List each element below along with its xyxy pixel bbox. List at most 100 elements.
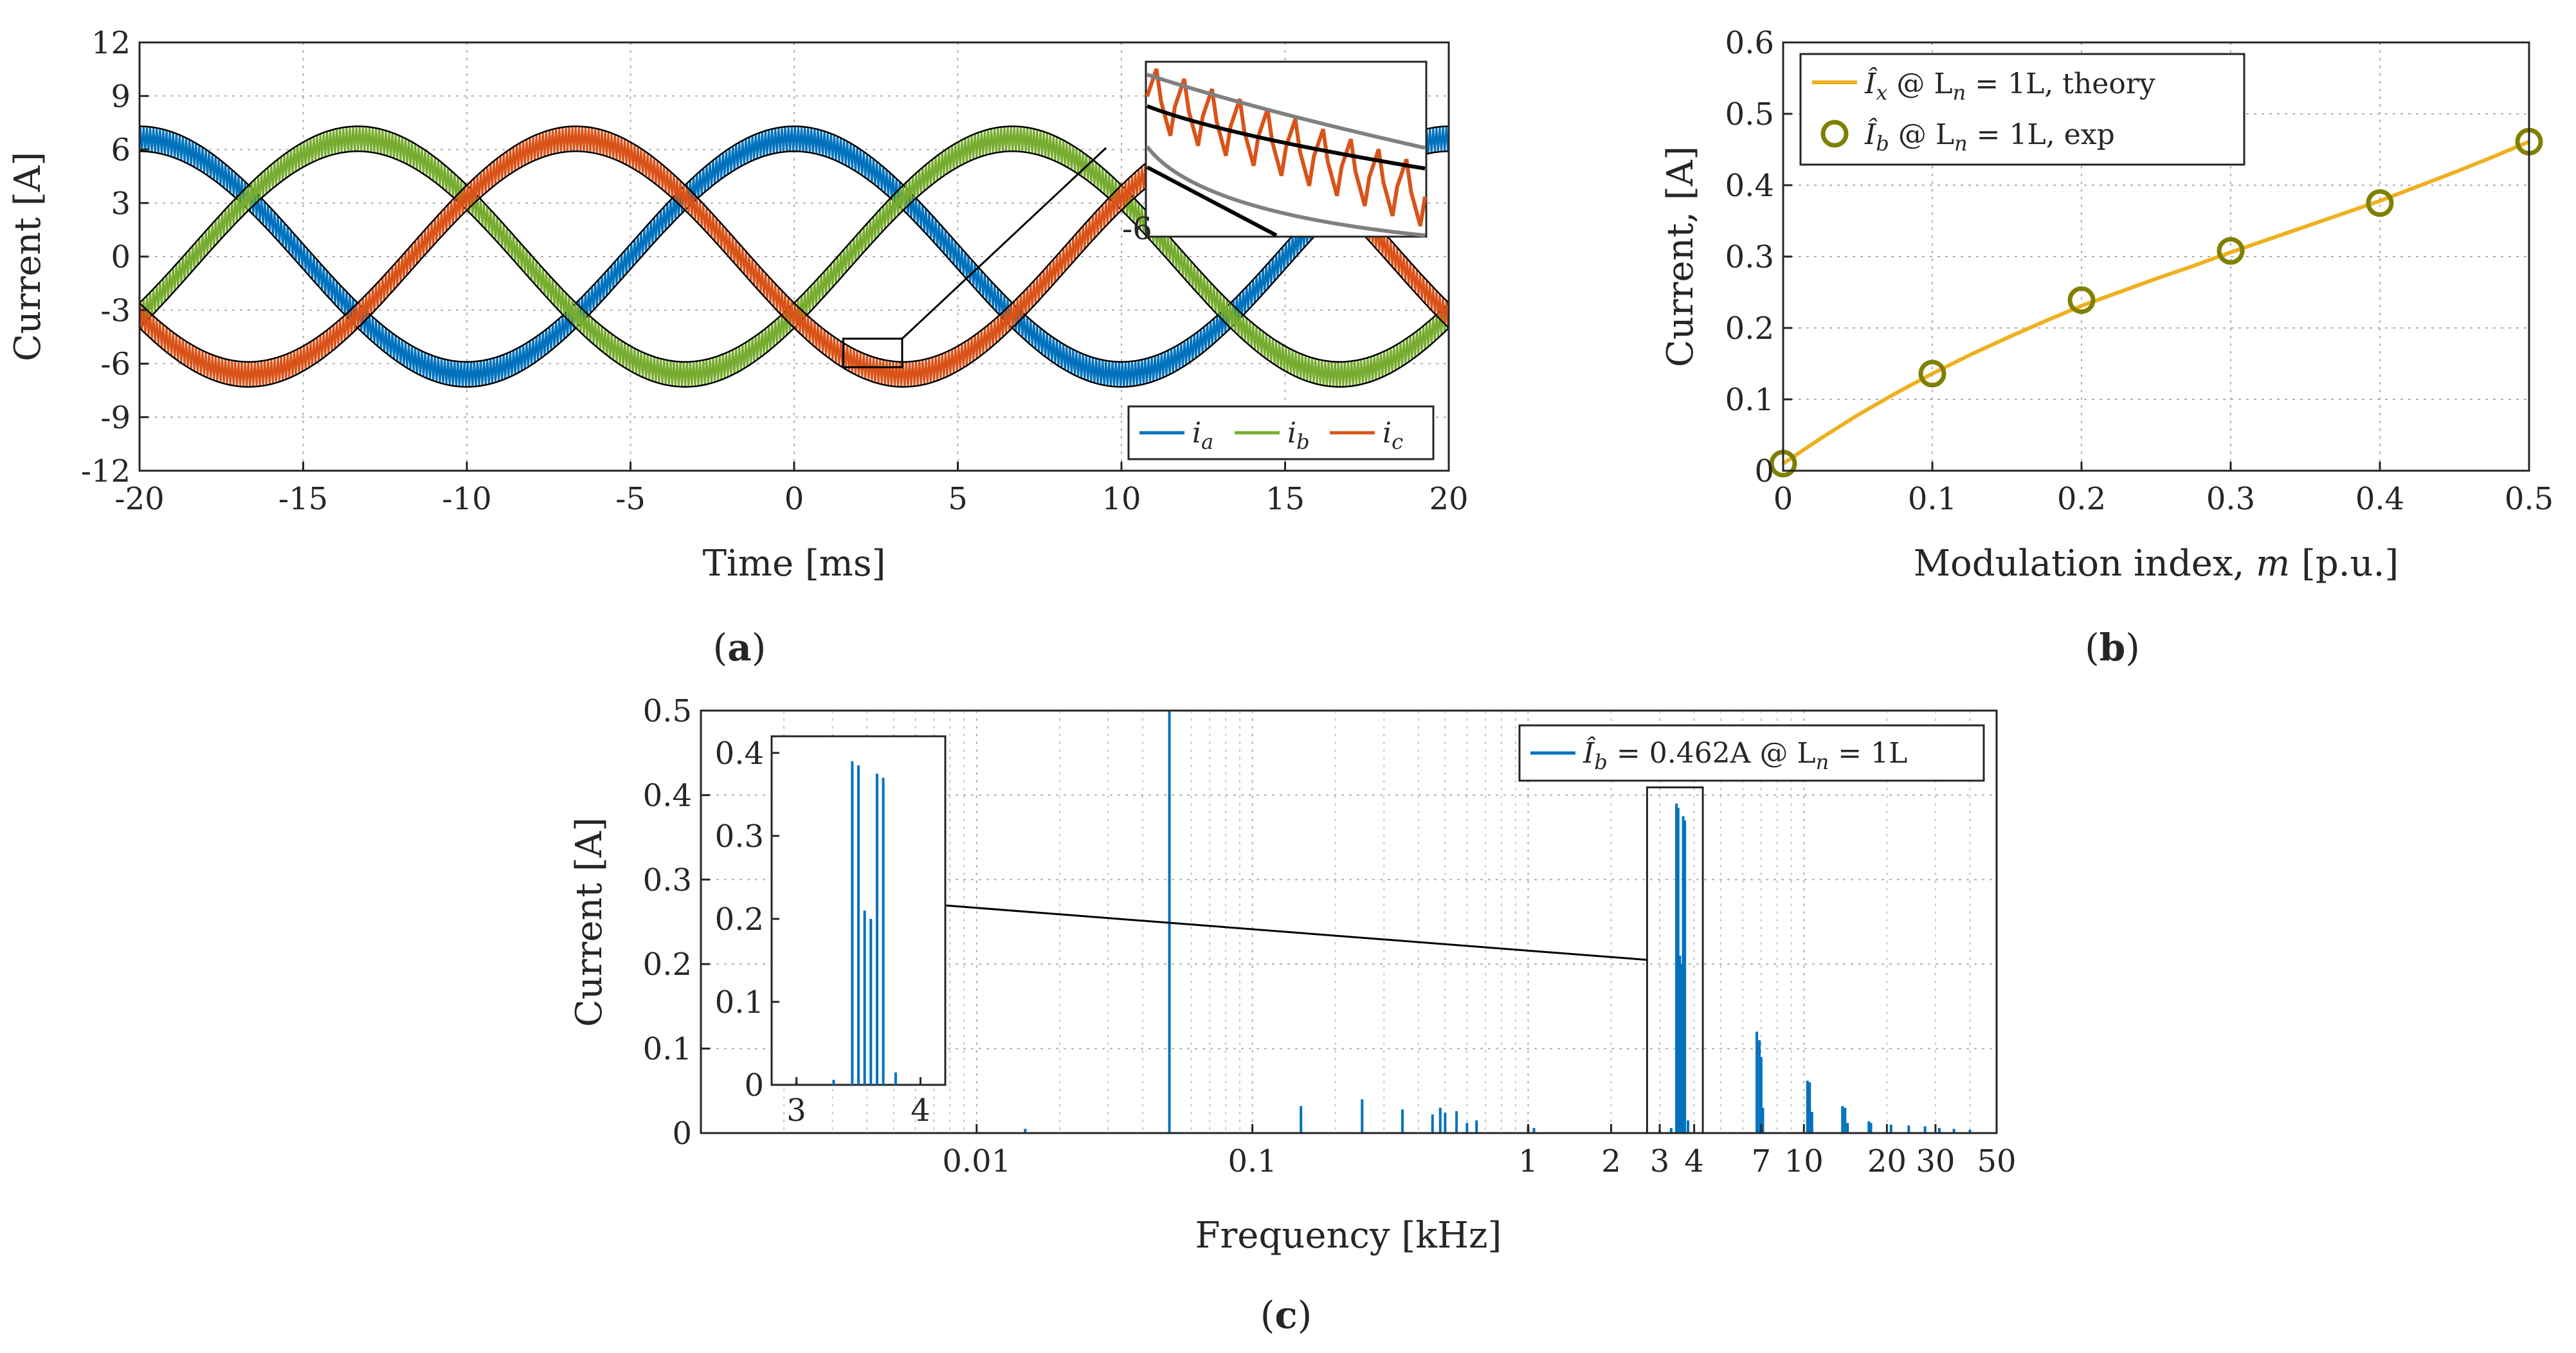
legend-label-theory: Îx @ Ln = 1L, theory xyxy=(1864,66,2155,105)
panel-b-legend: Îx @ Ln = 1L, theory Îb @ Ln = 1L, exp xyxy=(1799,53,2245,166)
y-tick-label: 0.3 xyxy=(1725,239,1774,275)
inset-y-tick-label: 0.1 xyxy=(715,985,764,1021)
x-tick-label: 0.1 xyxy=(1908,481,1957,517)
panel-c-xlabel: Frequency [kHz] xyxy=(1195,1215,1502,1257)
panel-b-axes-box xyxy=(1782,41,2530,472)
y-tick-label: 0.1 xyxy=(643,1031,692,1067)
panel-c-zoom-box xyxy=(1646,786,1704,1134)
inset-y-tick-label: 0 xyxy=(744,1067,764,1103)
x-tick-label: 0.3 xyxy=(2206,481,2255,517)
x-tick-label: 0.2 xyxy=(2057,481,2106,517)
panel-a-inset-lines xyxy=(1145,68,1427,237)
inset-x-tick-label: 3 xyxy=(786,1093,806,1129)
panel-c-legend-box xyxy=(1518,724,1985,782)
panel-c-axes-box xyxy=(700,709,1998,1134)
y-tick-label: 0.6 xyxy=(1725,25,1774,61)
panel-c-zoom-connector xyxy=(945,904,1647,961)
x-tick-label: 0.1 xyxy=(1228,1143,1276,1179)
exp-marker xyxy=(1918,359,1946,388)
panel-b-ylabel: Current, [A] xyxy=(1660,146,1701,367)
y-tick-label: 0.3 xyxy=(643,862,692,898)
y-tick-label: 0.5 xyxy=(643,693,692,729)
y-tick-label: 0 xyxy=(111,239,131,275)
panel-b-caption: (b) xyxy=(2085,626,2140,669)
panel-c-legend: Îb = 0.462A @ Ln = 1L xyxy=(1518,724,1985,782)
inset-y-tick-label: 0.2 xyxy=(715,902,764,938)
y-tick-label: 12 xyxy=(91,25,131,61)
x-tick-label: 1 xyxy=(1518,1143,1538,1179)
x-tick-label: 3 xyxy=(1650,1143,1670,1179)
x-tick-label: 5 xyxy=(948,481,968,517)
x-tick-label: 7 xyxy=(1752,1143,1772,1179)
y-tick-label: 0 xyxy=(672,1116,692,1152)
y-tick-label: 6 xyxy=(111,132,131,168)
x-tick-label: 15 xyxy=(1265,481,1305,517)
inset-y-tick-label: 0.4 xyxy=(715,736,764,772)
panel-b-legend-box xyxy=(1799,53,2245,166)
panel-a-inset: -6 xyxy=(1122,60,1428,247)
x-tick-label: -15 xyxy=(278,481,328,517)
y-tick-label: -6 xyxy=(100,347,131,383)
x-tick-label: -20 xyxy=(114,481,164,517)
y-tick-label: 0.5 xyxy=(1725,96,1774,132)
panel-a-zoom-connector-1 xyxy=(901,147,1107,340)
panel-c-inset-ticks: 3 4 0 0.1 0.2 0.3 0.4 xyxy=(715,736,930,1129)
x-tick-label: 30 xyxy=(1916,1143,1955,1179)
x-tick-label: -5 xyxy=(615,481,646,517)
panel-c-inset: 3 4 0 0.1 0.2 0.3 0.4 xyxy=(715,735,947,1129)
panel-c-caption: (c) xyxy=(1260,1293,1312,1337)
y-tick-label: 0.2 xyxy=(1725,311,1774,347)
x-tick-label: 4 xyxy=(1684,1143,1704,1179)
inset-envelope-grey-1 xyxy=(1147,73,1426,150)
legend-label-ib: ib xyxy=(1287,417,1310,454)
panel-a-inset-tick: -6 xyxy=(1122,211,1152,247)
legend-swatch-exp xyxy=(1820,120,1849,148)
y-tick-label: 3 xyxy=(111,186,131,222)
exp-marker xyxy=(2217,237,2245,265)
y-tick-label: 0.4 xyxy=(1725,168,1774,204)
x-tick-label: -10 xyxy=(442,481,491,517)
x-tick-label: 10 xyxy=(1102,481,1141,517)
x-tick-label: 20 xyxy=(1867,1143,1907,1179)
y-tick-label: 0 xyxy=(1754,453,1774,489)
panel-b-ticks: 0 0.1 0.2 0.3 0.4 0.5 0 0.1 0.2 0.3 0.4 0.5 0.6 xyxy=(1725,25,2554,517)
series-theory-line xyxy=(1782,140,2530,466)
x-tick-label: 0 xyxy=(785,481,804,517)
inset-x-tick-label: 4 xyxy=(911,1093,930,1129)
y-tick-label: 0.1 xyxy=(1725,382,1774,418)
y-tick-label: -9 xyxy=(100,400,131,436)
x-tick-label: 0.5 xyxy=(2505,481,2553,517)
y-tick-label: 9 xyxy=(111,78,131,114)
legend-label-spectrum: Îb = 0.462A @ Ln = 1L xyxy=(1583,736,1907,774)
legend-label-ia: ia xyxy=(1192,417,1213,454)
panel-c-inset-bars xyxy=(795,761,897,1085)
legend-label-exp: Îb @ Ln = 1L, exp xyxy=(1864,117,2115,156)
panel-a-caption: (a) xyxy=(713,626,766,669)
exp-marker xyxy=(2366,189,2394,217)
inset-envelope-lower xyxy=(1146,165,1278,237)
x-tick-label: 10 xyxy=(1784,1143,1824,1179)
inset-envelope-upper xyxy=(1146,104,1426,170)
y-tick-label: 0.4 xyxy=(643,777,692,813)
x-tick-label: 0.4 xyxy=(2355,481,2404,517)
panel-a-ticks: -20 -15 -10 -5 0 5 10 15 20 -12 -9 -6 -3 0 3 6 9 12 xyxy=(81,25,1469,517)
y-tick-label: 0.2 xyxy=(643,947,692,983)
panel-b-xlabel: Modulation index, m [p.u.] xyxy=(1914,543,2399,585)
inset-y-tick-label: 0.3 xyxy=(715,819,764,855)
legend-label-ic: ic xyxy=(1383,417,1403,454)
panel-a-ylabel: Current [A] xyxy=(7,152,49,361)
x-tick-label: 0 xyxy=(1773,481,1793,517)
panel-a-xlabel: Time [ms] xyxy=(703,543,886,585)
y-tick-label: -12 xyxy=(81,453,131,489)
panel-a: -20 -15 -10 -5 0 5 10 15 20 -12 -9 -6 -3 0 3 6 9 12 -6 ia… xyxy=(7,25,1469,669)
panel-a-axes-box xyxy=(138,41,1450,472)
panel-c-bars xyxy=(1024,711,1972,1133)
y-tick-label: -3 xyxy=(100,293,131,329)
panel-a-legend: ia ib ic xyxy=(1127,405,1435,460)
panel-c-ylabel: Current [A] xyxy=(568,817,610,1027)
inset-ripple-ic xyxy=(1145,68,1427,227)
panel-b: 0 0.1 0.2 0.3 0.4 0.5 0 0.1 0.2 0.3 0.4 0.5 0.6 Îx @… xyxy=(1660,25,2553,669)
